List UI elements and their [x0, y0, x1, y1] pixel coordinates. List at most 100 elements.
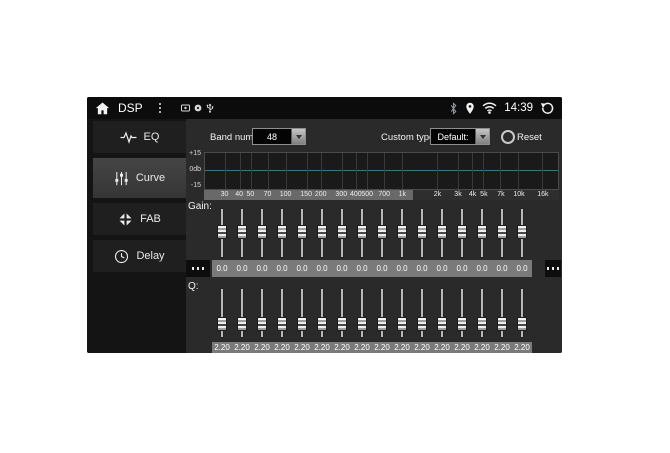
q-slider[interactable] — [212, 289, 232, 337]
slider-knob[interactable] — [457, 225, 467, 239]
slider-knob[interactable] — [297, 317, 307, 331]
slider-knob[interactable] — [217, 317, 227, 331]
q-slider[interactable] — [412, 289, 432, 337]
slider-knob[interactable] — [417, 225, 427, 239]
gain-value: 0.0 — [256, 264, 268, 273]
gain-value: 0.0 — [296, 264, 308, 273]
reset-radio[interactable] — [501, 130, 515, 144]
slider-knob[interactable] — [337, 317, 347, 331]
gain-slider[interactable] — [512, 209, 532, 257]
q-value: 2.20 — [454, 343, 470, 352]
slider-knob[interactable] — [417, 317, 427, 331]
slider-knob[interactable] — [477, 317, 487, 331]
slider-knob[interactable] — [397, 317, 407, 331]
q-slider[interactable] — [352, 289, 372, 337]
q-slider[interactable] — [472, 289, 492, 337]
q-slider[interactable] — [452, 289, 472, 337]
slider-knob[interactable] — [237, 317, 247, 331]
gain-slider[interactable] — [232, 209, 252, 257]
q-slider[interactable] — [512, 289, 532, 337]
gain-slider[interactable] — [312, 209, 332, 257]
scroll-bands-right-button[interactable] — [545, 260, 561, 277]
slider-knob[interactable] — [317, 317, 327, 331]
slider-knob[interactable] — [217, 225, 227, 239]
slider-knob[interactable] — [297, 225, 307, 239]
slider-knob[interactable] — [377, 225, 387, 239]
gain-slider[interactable] — [392, 209, 412, 257]
q-slider[interactable] — [432, 289, 452, 337]
slider-knob[interactable] — [257, 317, 267, 331]
gain-slider[interactable] — [332, 209, 352, 257]
slider-knob[interactable] — [457, 317, 467, 331]
eq-graph — [204, 152, 559, 190]
q-slider[interactable] — [492, 289, 512, 337]
app-title: DSP — [118, 101, 143, 115]
gain-slider[interactable] — [252, 209, 272, 257]
freq-gridline — [286, 153, 288, 189]
gain-slider[interactable] — [352, 209, 372, 257]
gain-slider[interactable] — [452, 209, 472, 257]
q-slider[interactable] — [252, 289, 272, 337]
gain-slider[interactable] — [492, 209, 512, 257]
freq-tick-label: 200 — [314, 191, 327, 198]
q-slider[interactable] — [372, 289, 392, 337]
slider-knob[interactable] — [337, 225, 347, 239]
sidebar-item-curve[interactable]: Curve — [93, 158, 186, 198]
slider-knob[interactable] — [257, 225, 267, 239]
slider-knob[interactable] — [517, 317, 527, 331]
scroll-bands-left-button[interactable] — [186, 260, 210, 277]
q-slider[interactable] — [312, 289, 332, 337]
freq-tick-label: 5k — [480, 191, 488, 198]
gain-slider[interactable] — [292, 209, 312, 257]
slider-knob[interactable] — [277, 317, 287, 331]
home-icon[interactable] — [95, 101, 110, 115]
gain-slider[interactable] — [472, 209, 492, 257]
freq-tick-label: 400 — [350, 191, 362, 198]
gain-slider[interactable] — [432, 209, 452, 257]
gain-slider[interactable] — [272, 209, 292, 257]
q-value: 2.20 — [214, 343, 230, 352]
slider-knob[interactable] — [277, 225, 287, 239]
slider-knob[interactable] — [317, 225, 327, 239]
q-slider[interactable] — [392, 289, 412, 337]
gain-value: 0.0 — [216, 264, 228, 273]
slider-track — [301, 289, 303, 337]
slider-knob[interactable] — [397, 225, 407, 239]
slider-knob[interactable] — [497, 317, 507, 331]
slider-knob[interactable] — [357, 225, 367, 239]
band-num-dropdown[interactable]: 48 — [252, 128, 306, 145]
custom-type-dropdown[interactable]: Default: — [430, 128, 490, 145]
gain-slider[interactable] — [372, 209, 392, 257]
slider-knob[interactable] — [237, 225, 247, 239]
q-slider[interactable] — [292, 289, 312, 337]
slider-track — [441, 289, 443, 337]
overflow-menu-icon[interactable] — [157, 101, 163, 115]
back-icon[interactable] — [540, 102, 554, 115]
sidebar-item-delay[interactable]: Delay — [93, 240, 186, 272]
gain-value: 0.0 — [436, 264, 448, 273]
slider-knob[interactable] — [437, 225, 447, 239]
chevron-down-icon[interactable] — [291, 129, 305, 144]
gain-slider[interactable] — [412, 209, 432, 257]
q-value: 2.20 — [354, 343, 370, 352]
freq-gridline — [518, 153, 520, 189]
slider-knob[interactable] — [437, 317, 447, 331]
sidebar-item-fab[interactable]: FAB — [93, 203, 186, 235]
gain-slider[interactable] — [212, 209, 232, 257]
q-slider[interactable] — [332, 289, 352, 337]
sidebar-item-eq[interactable]: EQ — [93, 121, 186, 153]
chevron-down-icon[interactable] — [475, 129, 489, 144]
q-slider[interactable] — [232, 289, 252, 337]
freq-tick-label: 4k — [468, 191, 477, 198]
slider-knob[interactable] — [357, 317, 367, 331]
custom-type-label: Custom type: — [381, 132, 437, 143]
q-value: 2.20 — [414, 343, 430, 352]
slider-knob[interactable] — [497, 225, 507, 239]
freq-gridline — [457, 153, 459, 189]
slider-knob[interactable] — [377, 317, 387, 331]
slider-knob[interactable] — [477, 225, 487, 239]
sidebar: EQ Curve FAB Delay — [87, 119, 186, 353]
q-value: 2.20 — [274, 343, 290, 352]
slider-knob[interactable] — [517, 225, 527, 239]
q-slider[interactable] — [272, 289, 292, 337]
